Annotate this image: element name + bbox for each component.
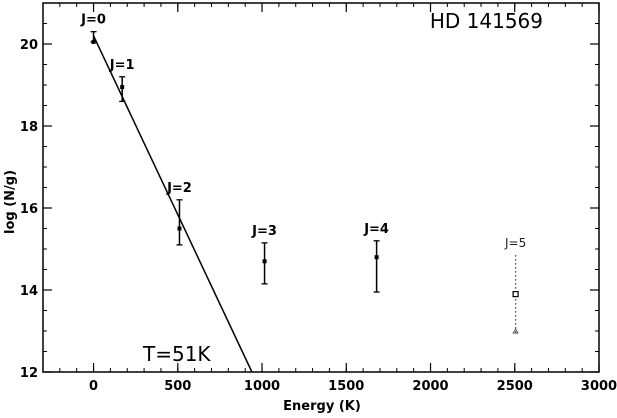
temperature-annotation: T=51K (142, 342, 211, 366)
x-tick-label: 2000 (412, 379, 448, 394)
point-label: J=5 (504, 236, 526, 250)
fit-line (92, 35, 253, 373)
data-point-j-4: J=4 (363, 222, 389, 293)
x-tick-label: 0 (89, 379, 98, 394)
y-tick-label: 18 (20, 120, 38, 135)
data-point-j-1: J=1 (109, 58, 135, 103)
data-point-j-5: J=5 (504, 236, 526, 334)
point-label: J=1 (109, 58, 135, 73)
y-axis-label: log (N/g) (3, 170, 18, 234)
data-point-j-2: J=2 (166, 181, 192, 246)
x-tick-label: 2500 (497, 379, 533, 394)
x-axis-label: Energy (K) (283, 399, 361, 413)
data-marker (177, 226, 182, 231)
data-marker (91, 39, 96, 44)
y-tick-label: 12 (20, 366, 38, 381)
data-point-j-0: J=0 (80, 13, 106, 44)
y-tick-label: 20 (20, 38, 38, 53)
x-tick-label: 1500 (328, 379, 364, 394)
point-label: J=2 (166, 181, 192, 196)
data-marker (512, 291, 519, 298)
data-point-j-3: J=3 (251, 224, 277, 285)
x-tick-label: 1000 (244, 379, 280, 394)
data-marker (120, 85, 125, 90)
y-tick-label: 14 (20, 284, 38, 299)
y-tick-label: 16 (20, 202, 38, 217)
point-label: J=4 (363, 222, 389, 237)
lower-limit-marker (512, 328, 519, 334)
data-marker (262, 259, 267, 264)
x-tick-label: 500 (164, 379, 191, 394)
chart-title: HD 141569 (430, 9, 543, 33)
x-tick-label: 3000 (581, 379, 617, 394)
point-label: J=3 (251, 224, 277, 239)
point-label: J=0 (80, 13, 106, 28)
data-marker (374, 255, 379, 260)
